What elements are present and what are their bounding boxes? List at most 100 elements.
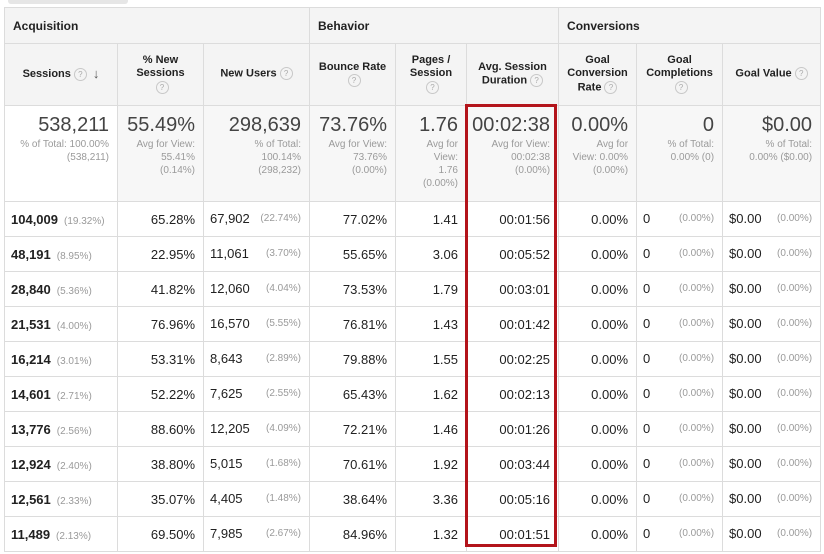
sessions-percent: (2.56%) <box>56 425 92 437</box>
total-sub: Avg for View: <box>328 139 387 150</box>
table-row[interactable]: 28,840 (5.36%) 41.82% 12,060 (4.04%) 73.53% 1.… <box>4 271 822 307</box>
total-sub: 0.00% ($0.00) <box>749 152 813 163</box>
cell-sessions: 16,214 (3.01%) <box>4 341 118 377</box>
goal-completions-percent: (0.00%) <box>679 248 715 259</box>
goal-completions-percent: (0.00%) <box>679 318 715 329</box>
total-bounce-rate: 73.76% Avg for View: 73.76% (0.00%) <box>309 105 396 202</box>
cell-goal-value: $0.00 (0.00%) <box>722 446 822 482</box>
help-icon[interactable]: ? <box>347 74 361 88</box>
cell-pages-session: 1.32 <box>395 516 467 552</box>
col-goal-value-label: Goal Value <box>735 67 792 80</box>
goal-value-value: $0.00 <box>729 526 762 541</box>
group-behavior: Behavior <box>308 7 560 44</box>
cell-new-users: 11,061 (3.70%) <box>203 236 310 272</box>
cell-new-users: 12,205 (4.09%) <box>203 411 310 447</box>
total-sub: Avg for <box>426 139 459 150</box>
cell-avg-duration: 00:02:25 <box>465 341 560 377</box>
col-avg-duration[interactable]: Avg. Session Duration? <box>465 43 560 106</box>
new-users-value: 4,405 <box>210 491 243 506</box>
sessions-percent: (4.00%) <box>56 320 92 332</box>
help-icon[interactable]: ? <box>530 74 544 88</box>
total-value: $0.00 <box>762 114 813 136</box>
cell-new-sessions: 76.96% <box>117 306 204 342</box>
help-icon[interactable]: ? <box>604 81 618 95</box>
total-value: 55.49% <box>127 114 195 136</box>
sessions-value: 12,561 <box>11 491 51 507</box>
cell-bounce-rate: 38.64% <box>309 481 396 517</box>
help-icon[interactable]: ? <box>73 68 87 81</box>
cell-goal-completions: 0 (0.00%) <box>636 306 724 342</box>
cell-avg-duration: 00:05:16 <box>465 481 560 517</box>
total-value: 298,639 <box>228 114 301 136</box>
goal-value-percent: (0.00%) <box>777 283 813 294</box>
help-icon[interactable]: ? <box>155 81 169 95</box>
cell-goal-completions: 0 (0.00%) <box>636 201 724 237</box>
cell-sessions: 12,561 (2.33%) <box>4 481 118 517</box>
total-sub: 73.76% <box>353 152 387 163</box>
col-new-sessions[interactable]: % New Sessions? <box>117 43 204 106</box>
cell-avg-duration: 00:02:13 <box>465 376 560 412</box>
cell-new-sessions: 88.60% <box>117 411 204 447</box>
table-row[interactable]: 13,776 (2.56%) 88.60% 12,205 (4.09%) 72.21% 1.… <box>4 411 822 447</box>
sessions-percent: (2.71%) <box>56 390 92 402</box>
col-goal-value[interactable]: Goal Value? <box>722 43 822 106</box>
col-goal-completions[interactable]: Goal Completions? <box>636 43 724 106</box>
total-sub: Avg for <box>596 139 629 150</box>
col-bounce-rate[interactable]: Bounce Rate? <box>309 43 396 106</box>
sessions-value: 11,489 <box>11 526 51 542</box>
cell-new-users: 5,015 (1.68%) <box>203 446 310 482</box>
tab-edge <box>8 0 128 4</box>
cell-goal-rate: 0.00% <box>558 341 638 377</box>
col-goal-rate-label: Goal Conversion Rate <box>567 53 628 94</box>
cell-bounce-rate: 84.96% <box>309 516 396 552</box>
table-row[interactable]: 104,009 (19.32%) 65.28% 67,902 (22.74%) 77.02… <box>4 201 822 237</box>
sessions-percent: (5.36%) <box>56 285 92 297</box>
table-row[interactable]: 12,924 (2.40%) 38.80% 5,015 (1.68%) 70.61% 1.9… <box>4 446 822 482</box>
new-users-value: 5,015 <box>210 456 243 471</box>
table-row[interactable]: 21,531 (4.00%) 76.96% 16,570 (5.55%) 76.81% 1.… <box>4 306 822 342</box>
help-icon[interactable]: ? <box>674 81 688 95</box>
help-icon[interactable]: ? <box>426 81 439 95</box>
cell-new-sessions: 69.50% <box>117 516 204 552</box>
goal-completions-value: 0 <box>643 246 651 261</box>
help-icon[interactable]: ? <box>279 67 293 81</box>
table-row[interactable]: 14,601 (2.71%) 52.22% 7,625 (2.55%) 65.43% 1.6… <box>4 376 822 412</box>
total-value: 538,211 <box>38 114 109 136</box>
table-row[interactable]: 48,191 (8.95%) 22.95% 11,061 (3.70%) 55.65% 3.… <box>4 236 822 272</box>
total-value: 0 <box>702 114 715 136</box>
sort-arrow-down-icon[interactable]: ↓ <box>92 66 100 82</box>
cell-goal-value: $0.00 (0.00%) <box>722 236 822 272</box>
sessions-value: 21,531 <box>11 316 51 332</box>
cell-goal-rate: 0.00% <box>558 236 638 272</box>
cell-new-users: 8,643 (2.89%) <box>203 341 310 377</box>
report-table: Acquisition Behavior Conversions Session… <box>4 7 822 552</box>
total-new-users: 298,639 % of Total: 100.14% (298,232) <box>203 105 310 202</box>
sessions-value: 13,776 <box>11 421 51 437</box>
col-pages-session[interactable]: Pages / Session? <box>395 43 467 106</box>
new-users-value: 7,985 <box>210 526 243 541</box>
cell-pages-session: 1.55 <box>395 341 467 377</box>
table-row[interactable]: 12,561 (2.33%) 35.07% 4,405 (1.48%) 38.64% 3.3… <box>4 481 822 517</box>
col-sessions-label: Sessions <box>22 68 71 81</box>
cell-goal-completions: 0 (0.00%) <box>636 236 724 272</box>
total-sub: 0.00% (0) <box>670 152 715 163</box>
col-new-users[interactable]: New Users? <box>203 43 310 106</box>
cell-avg-duration: 00:03:44 <box>465 446 560 482</box>
cell-goal-value: $0.00 (0.00%) <box>722 376 822 412</box>
table-row[interactable]: 16,214 (3.01%) 53.31% 8,643 (2.89%) 79.88% 1.5… <box>4 341 822 377</box>
col-avg-duration-label: Avg. Session Duration <box>478 60 547 87</box>
cell-new-users: 12,060 (4.04%) <box>203 271 310 307</box>
help-icon[interactable]: ? <box>794 67 808 81</box>
column-header-row: Sessions? ↓ % New Sessions? New Users? Bo… <box>4 43 822 106</box>
sessions-value: 16,214 <box>11 351 51 367</box>
col-goal-rate[interactable]: Goal Conversion Rate? <box>558 43 638 106</box>
cell-sessions: 21,531 (4.00%) <box>4 306 118 342</box>
table-row[interactable]: 11,489 (2.13%) 69.50% 7,985 (2.67%) 84.96% 1.3… <box>4 516 822 552</box>
goal-completions-value: 0 <box>643 421 651 436</box>
total-sub: % of Total: <box>765 139 813 150</box>
cell-pages-session: 1.92 <box>395 446 467 482</box>
goal-completions-value: 0 <box>643 386 651 401</box>
cell-goal-rate: 0.00% <box>558 516 638 552</box>
col-sessions[interactable]: Sessions? ↓ <box>4 43 118 106</box>
total-sub: 55.41% <box>161 152 195 163</box>
